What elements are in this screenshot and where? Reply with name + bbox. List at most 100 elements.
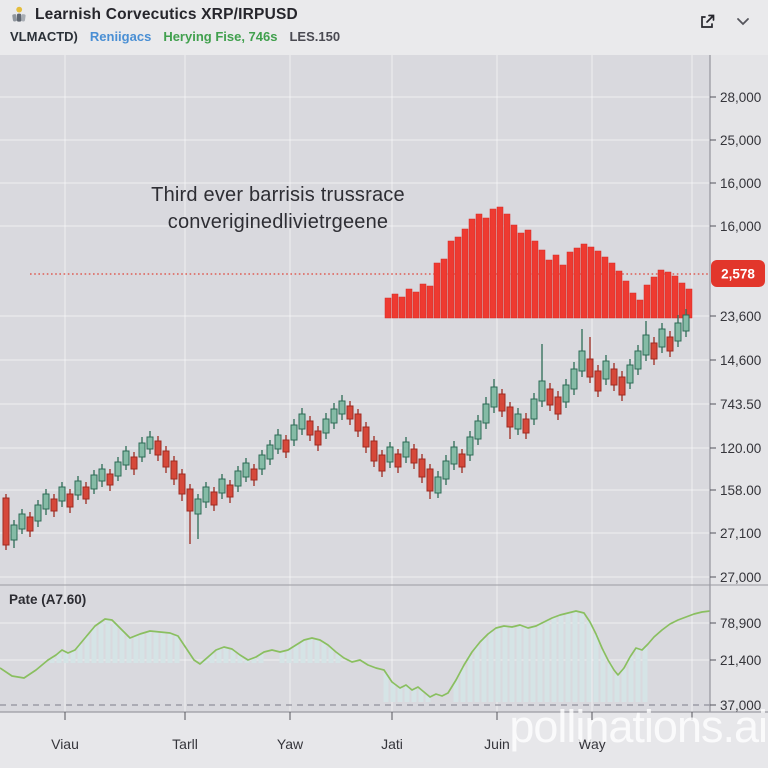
indicator-bar [160, 632, 166, 663]
candle-body [442, 460, 450, 480]
dropdown-chevron-button[interactable] [732, 10, 754, 32]
price-axis-label: 37,000 [720, 698, 761, 713]
candle-body [610, 368, 618, 386]
legend-item-2[interactable]: Herying Fise, 746s [163, 29, 278, 44]
candle-body [18, 513, 26, 530]
candle-body [250, 468, 258, 481]
candle-body [354, 413, 362, 432]
indicator-bar [558, 614, 564, 702]
price-axis-label: 158.00 [720, 483, 761, 498]
indicator-bar [460, 666, 466, 702]
histogram-bar [664, 271, 672, 319]
time-axis-background [0, 712, 768, 768]
histogram-bar [671, 275, 679, 319]
candle-body [594, 370, 602, 392]
indicator-bar [335, 653, 341, 663]
indicator-bar [153, 631, 159, 663]
histogram-bar [580, 243, 588, 319]
histogram-bar [510, 224, 518, 319]
candle-body [170, 460, 178, 480]
candle-body [546, 388, 554, 406]
histogram-bar [650, 276, 658, 319]
histogram-bar [447, 240, 455, 319]
histogram-bar [559, 264, 567, 319]
indicator-bar [314, 639, 320, 663]
indicator-bar [139, 633, 145, 663]
indicator-bar [174, 635, 180, 663]
indicator-bar [523, 627, 529, 702]
candle-body [218, 478, 226, 494]
indicator-legend: VLMACTD) Reniigacs Herying Fise, 746s LE… [10, 29, 340, 44]
price-axis-background [710, 55, 768, 712]
candle-body [570, 368, 578, 390]
price-axis-label: 21,400 [720, 653, 761, 668]
candle-body [450, 446, 458, 465]
legend-item-1[interactable]: Reniigacs [89, 29, 152, 44]
share-export-button[interactable] [696, 10, 718, 32]
candle-body [74, 480, 82, 496]
indicator-bar [635, 648, 641, 702]
indicator-bar [293, 645, 299, 663]
candle-body [434, 476, 442, 494]
indicator-bar [516, 625, 522, 702]
histogram-bar [601, 256, 609, 319]
indicator-bar [621, 668, 627, 702]
candle-body [154, 440, 162, 456]
candle-body [466, 436, 474, 456]
indicator-bar [98, 621, 104, 663]
indicator-bar [467, 655, 473, 702]
annotation-line1: Third ever barrisis trussrace [151, 184, 405, 206]
candle-body [650, 342, 658, 360]
share-export-icon [700, 14, 714, 28]
candle-body [458, 453, 466, 468]
candle-body [210, 491, 218, 506]
indicator-bar [167, 633, 173, 663]
indicator-bar [502, 626, 508, 702]
candle-body [2, 497, 10, 546]
indicator-bar [425, 695, 431, 702]
candle-body [202, 486, 210, 503]
histogram-bar [496, 206, 504, 319]
candle-body [490, 386, 498, 408]
candle-body [506, 406, 514, 428]
indicator-bar [537, 624, 543, 702]
indicator-bar [91, 627, 97, 663]
candle-body [234, 470, 242, 487]
indicator-bar [530, 626, 536, 702]
candle-body [362, 426, 370, 448]
indicator-bar [133, 635, 139, 663]
histogram-bar [482, 217, 490, 319]
candle-body [378, 454, 386, 472]
candle-body [314, 430, 322, 446]
candle-body [618, 376, 626, 396]
indicator-bar [593, 634, 599, 702]
time-axis-label: Way [578, 736, 605, 752]
candle-body [562, 384, 570, 403]
histogram-bar [524, 229, 532, 319]
candle-body [394, 453, 402, 468]
histogram-bar [454, 236, 462, 319]
histogram-bar [678, 282, 686, 319]
histogram-bar [419, 283, 427, 319]
indicator-bar [202, 659, 208, 663]
candle-body [226, 484, 234, 498]
histogram-bar [398, 296, 406, 319]
indicator-bar [600, 650, 606, 702]
price-badge-value: 2,578 [721, 267, 755, 282]
indicator-bar [230, 649, 236, 663]
candle-body [106, 473, 114, 486]
histogram-bar [636, 299, 644, 319]
histogram-bar [475, 213, 483, 319]
candle-body [242, 462, 250, 478]
candle-body [586, 358, 594, 378]
candle-body [418, 458, 426, 478]
watermark: pollinations.ai [509, 701, 768, 752]
chevron-down-icon [737, 18, 749, 26]
candle-body [474, 420, 482, 440]
candle-body [578, 350, 586, 372]
candle-body [82, 486, 90, 500]
time-axis-label: Yaw [277, 736, 304, 752]
price-axis-label: 16,000 [720, 219, 761, 234]
